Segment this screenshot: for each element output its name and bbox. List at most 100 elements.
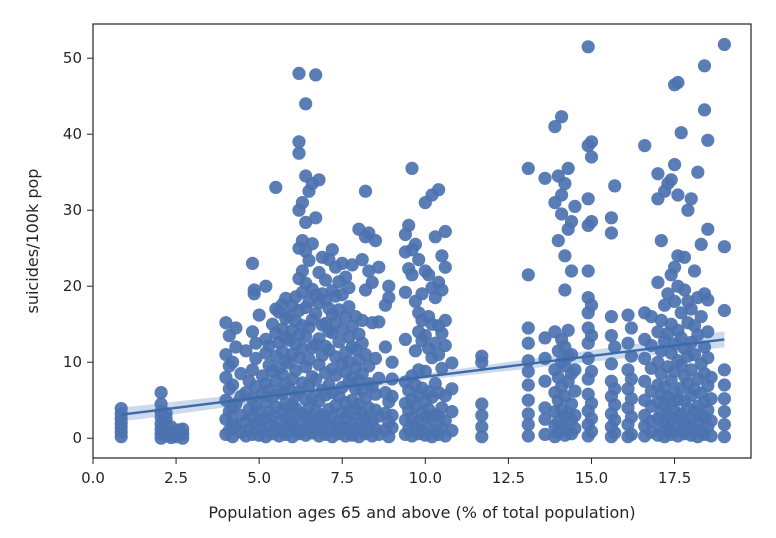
data-point bbox=[355, 313, 369, 327]
data-point bbox=[584, 215, 599, 229]
data-point bbox=[332, 335, 346, 349]
data-point bbox=[548, 120, 562, 134]
data-point bbox=[638, 374, 652, 388]
data-point bbox=[398, 332, 412, 346]
data-point bbox=[538, 331, 552, 345]
data-point bbox=[584, 298, 599, 312]
data-point bbox=[581, 40, 595, 54]
data-point bbox=[339, 270, 353, 284]
data-point bbox=[355, 253, 369, 267]
x-tick-label: 10.0 bbox=[409, 469, 442, 487]
data-point bbox=[558, 249, 572, 263]
data-point bbox=[717, 240, 732, 254]
data-point bbox=[475, 420, 489, 434]
x-tick-label: 5.0 bbox=[247, 469, 271, 487]
data-point bbox=[624, 392, 639, 406]
data-point bbox=[114, 402, 128, 416]
data-point bbox=[564, 215, 579, 229]
data-point bbox=[372, 315, 386, 329]
data-point bbox=[624, 372, 639, 386]
data-point bbox=[584, 411, 599, 426]
data-point bbox=[664, 173, 678, 187]
data-point bbox=[638, 351, 652, 365]
data-point bbox=[408, 237, 422, 251]
data-point bbox=[292, 135, 306, 149]
data-point bbox=[249, 351, 263, 365]
data-point bbox=[438, 414, 452, 428]
data-point bbox=[558, 177, 572, 191]
data-point bbox=[701, 403, 715, 417]
data-point bbox=[561, 161, 575, 175]
data-point bbox=[378, 340, 392, 354]
data-point bbox=[717, 303, 732, 318]
data-point bbox=[668, 158, 682, 172]
y-tick-label: 50 bbox=[63, 49, 82, 67]
data-point bbox=[299, 97, 313, 111]
data-point bbox=[658, 298, 672, 312]
data-point bbox=[704, 370, 718, 384]
data-point bbox=[697, 340, 712, 354]
data-point bbox=[382, 291, 396, 305]
data-point bbox=[521, 378, 535, 392]
data-point bbox=[385, 355, 399, 369]
data-point bbox=[339, 310, 353, 324]
data-point bbox=[385, 408, 399, 422]
data-point bbox=[651, 325, 665, 339]
data-point bbox=[608, 398, 622, 412]
data-point bbox=[415, 287, 429, 301]
data-point bbox=[245, 363, 260, 377]
data-point bbox=[654, 313, 668, 327]
data-point bbox=[564, 264, 579, 278]
data-point bbox=[435, 249, 449, 263]
data-point bbox=[674, 358, 688, 372]
data-point bbox=[521, 429, 535, 443]
data-point bbox=[335, 256, 349, 270]
data-point bbox=[345, 258, 359, 272]
data-point bbox=[651, 355, 665, 369]
data-point bbox=[325, 326, 339, 340]
data-point bbox=[432, 183, 446, 197]
data-point bbox=[621, 336, 635, 350]
data-point bbox=[475, 349, 489, 363]
data-point bbox=[329, 368, 343, 382]
data-point bbox=[568, 408, 582, 422]
data-point bbox=[368, 351, 383, 365]
data-point bbox=[249, 336, 263, 350]
y-axis-ticks: 0 10 20 30 40 50 bbox=[63, 49, 93, 447]
data-point bbox=[555, 188, 569, 202]
data-point bbox=[219, 316, 233, 330]
y-axis-label: suicides/100k pop bbox=[23, 169, 42, 314]
y-tick-label: 30 bbox=[63, 201, 82, 219]
data-point bbox=[309, 307, 323, 321]
data-point bbox=[262, 338, 276, 353]
data-point bbox=[475, 408, 489, 422]
data-point bbox=[538, 412, 552, 426]
data-point bbox=[687, 264, 702, 278]
data-point bbox=[435, 283, 449, 297]
data-point bbox=[305, 237, 319, 251]
data-point bbox=[428, 336, 442, 350]
data-point bbox=[584, 396, 599, 410]
data-point bbox=[239, 344, 253, 358]
data-point bbox=[687, 348, 702, 362]
data-point bbox=[624, 410, 639, 424]
data-point bbox=[624, 349, 639, 363]
data-point bbox=[561, 323, 575, 337]
data-point bbox=[521, 161, 535, 175]
data-point bbox=[538, 427, 552, 441]
data-point bbox=[385, 389, 399, 403]
data-point bbox=[717, 430, 732, 444]
data-point bbox=[677, 250, 692, 264]
data-point bbox=[704, 414, 718, 428]
data-point bbox=[435, 361, 449, 375]
data-point bbox=[654, 234, 668, 248]
data-point bbox=[717, 405, 732, 419]
data-point bbox=[475, 430, 489, 444]
data-point bbox=[342, 300, 356, 314]
y-tick-label: 0 bbox=[72, 429, 82, 447]
data-point bbox=[299, 215, 313, 229]
x-tick-label: 12.5 bbox=[492, 469, 525, 487]
data-point bbox=[408, 344, 422, 358]
data-point bbox=[372, 260, 386, 274]
